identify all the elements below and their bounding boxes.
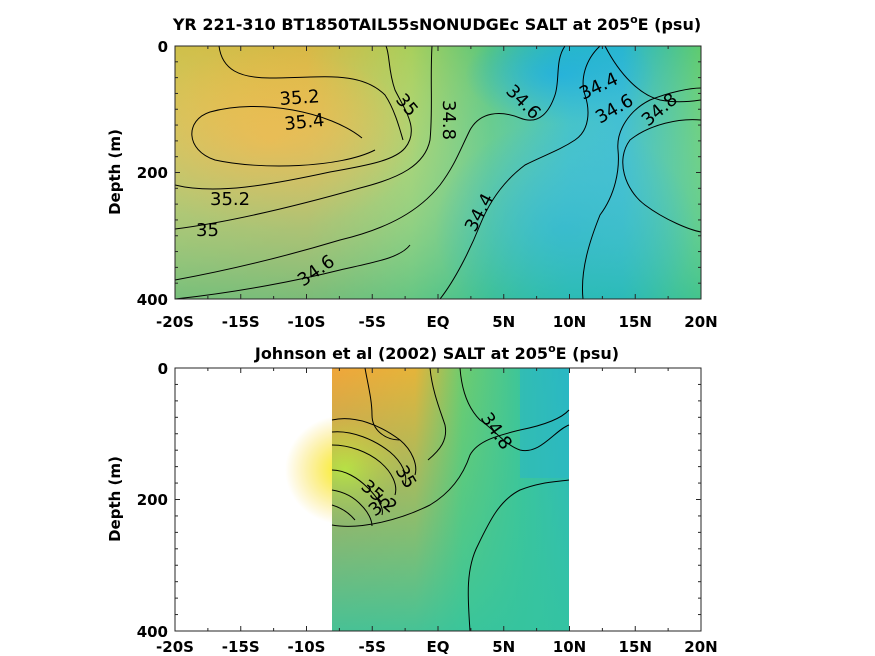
y-tick-label: 400	[137, 291, 168, 309]
x-tick-label: -20S	[156, 638, 194, 656]
y-tick-label: 0	[158, 360, 168, 378]
x-tick-label: -5S	[359, 313, 386, 331]
panel2-title: Johnson et al (2002) SALT at 205oE (psu)	[254, 342, 619, 363]
x-tick-label: 5N	[492, 638, 515, 656]
contour-label: 34.8	[438, 100, 459, 140]
panel1-y-tickmarks	[175, 45, 701, 300]
contour-label: 35	[196, 220, 219, 241]
y-tick-label: 200	[137, 491, 168, 509]
panel1-y-axis-label: Depth (m)	[106, 129, 124, 215]
x-tick-label: 20N	[684, 313, 717, 331]
panel1-title: YR 221-310 BT1850TAIL55sNONUDGEc SALT at…	[172, 13, 701, 34]
contour-label: 35.2	[210, 189, 250, 210]
y-tick-label: 0	[158, 38, 168, 56]
x-tick-label: 5N	[492, 313, 515, 331]
panel2-y-axis-label: Depth (m)	[106, 456, 124, 542]
panel2-contours	[331, 368, 570, 631]
x-tick-label: -20S	[156, 313, 194, 331]
contour-label: 35.2	[279, 86, 320, 110]
x-tick-label: -5S	[359, 638, 386, 656]
x-tick-label: EQ	[427, 638, 450, 656]
x-tick-label: -10S	[288, 638, 326, 656]
x-tick-label: EQ	[427, 313, 450, 331]
panel1-salinity-field	[175, 46, 701, 299]
x-tick-label: -15S	[222, 313, 260, 331]
x-tick-label: 10N	[553, 313, 586, 331]
x-tick-label: 20N	[684, 638, 717, 656]
x-tick-label: 10N	[553, 638, 586, 656]
panel2-salinity-field	[285, 368, 570, 631]
x-tick-label: -10S	[288, 313, 326, 331]
panel1-x-tickmarks	[174, 46, 702, 299]
y-tick-label: 200	[137, 164, 168, 182]
panel1-contours	[175, 46, 701, 299]
y-tick-label: 400	[137, 623, 168, 641]
panel2-y-tickmarks	[175, 367, 701, 632]
x-tick-label: 15N	[619, 638, 652, 656]
x-tick-label: 15N	[619, 313, 652, 331]
contour-label: 35.4	[283, 110, 325, 135]
x-tick-label: -15S	[222, 638, 260, 656]
panel2-x-tickmarks	[174, 368, 702, 631]
